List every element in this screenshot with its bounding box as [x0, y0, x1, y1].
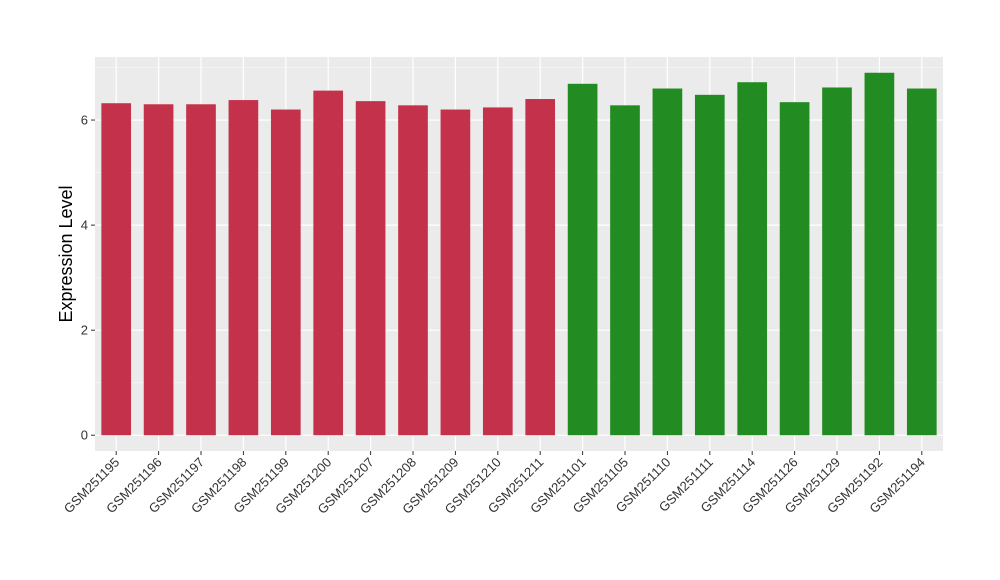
y-tick-label: 4 — [81, 218, 88, 233]
bar-GSM251101 — [567, 83, 598, 436]
y-axis: 0 2 4 6 — [81, 113, 95, 443]
bar-GSM251208 — [398, 105, 428, 436]
bar-GSM251210 — [482, 107, 513, 436]
y-tick-label: 0 — [81, 428, 88, 443]
bar-GSM251194 — [906, 88, 937, 436]
bar-GSM251129 — [822, 87, 852, 436]
bar-GSM251200 — [313, 90, 344, 436]
bar-GSM251211 — [525, 99, 556, 436]
plot-panel — [95, 57, 943, 451]
y-axis-title: Expression Level — [56, 185, 76, 322]
y-tick-label: 2 — [81, 323, 88, 338]
bar-GSM251110 — [652, 88, 683, 436]
x-axis: GSM251195GSM251196GSM251197GSM251198GSM2… — [61, 451, 928, 517]
bar-GSM251199 — [270, 109, 301, 436]
bar-GSM251207 — [355, 101, 386, 436]
bar-GSM251114 — [737, 82, 768, 436]
bar-GSM251197 — [186, 104, 216, 436]
bar-GSM251195 — [101, 103, 132, 436]
bar-GSM251196 — [143, 104, 174, 436]
bar-GSM251209 — [440, 109, 471, 436]
bar-GSM251126 — [779, 102, 810, 436]
bar-GSM251111 — [694, 94, 725, 436]
y-tick-label: 6 — [81, 113, 88, 128]
bar-GSM251105 — [610, 105, 640, 436]
bar-GSM251198 — [228, 100, 259, 436]
bar-GSM251192 — [864, 72, 895, 436]
bars — [101, 72, 937, 436]
